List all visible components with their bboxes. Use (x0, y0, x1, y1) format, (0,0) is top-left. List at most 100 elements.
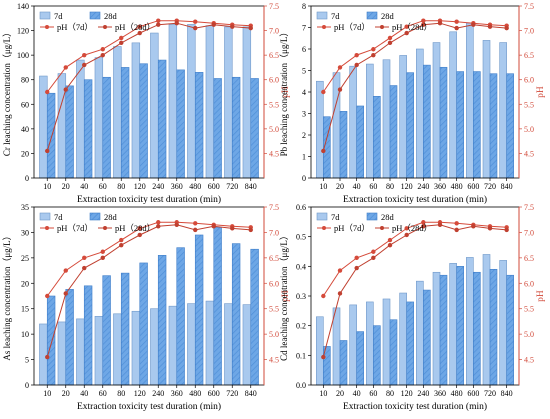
x-tick-label: 120 (401, 182, 413, 191)
y2-tick-label: 6.0 (269, 279, 279, 288)
ph-28d-point (354, 265, 359, 271)
x-tick-label: 840 (245, 182, 257, 191)
y-tick-label: 30 (21, 228, 29, 237)
y2-axis-label: pH (281, 86, 291, 98)
y-tick-label: 5 (25, 356, 29, 365)
x-tick-label: 480 (189, 182, 201, 191)
bar-28d (473, 71, 481, 179)
x-tick-label: 480 (451, 389, 463, 398)
ph-7d-point (354, 52, 359, 58)
bar-28d (506, 73, 514, 179)
y2-tick-label: 7.5 (269, 2, 279, 11)
legend-label-7d: 7d (54, 212, 63, 222)
bar-28d (102, 76, 111, 179)
bar-28d (250, 248, 259, 386)
bar-28d (423, 64, 431, 179)
bar-28d (456, 266, 464, 386)
y-tick-label: 8 (302, 2, 306, 11)
x-axis-label: Extraction toxicity test duration (min) (77, 194, 221, 205)
x-axis-label: Extraction toxicity test duration (min) (77, 401, 221, 412)
x-tick-label: 600 (208, 182, 220, 191)
ph-7d-point (119, 237, 124, 243)
y2-axis-label: pH (281, 290, 291, 302)
y-tick-label: 0.4 (296, 262, 306, 271)
ph-28d-point (211, 22, 216, 27)
bar-7d (499, 42, 507, 179)
ph-7d-line (46, 20, 251, 93)
ph-28d-point (421, 22, 426, 27)
x-tick-label: 120 (134, 389, 146, 398)
ph-28d-point (454, 25, 459, 31)
chart-panel-cr: 0 20 40 60 80 100 120 140 4.5 5.0 5.5 6.0 6.5 7.0 7.5 1… (2, 2, 291, 205)
ph-28d-point (487, 24, 493, 29)
bar-28d (389, 319, 398, 386)
bar-7d (113, 46, 122, 179)
legend-label-ph7: pH（7d） (334, 22, 370, 32)
legend-swatch-28d (89, 212, 101, 221)
bar-7d (242, 304, 252, 386)
bar-7d (416, 48, 424, 179)
ph-28d-point (156, 224, 161, 229)
bar-28d (65, 289, 74, 386)
ph-7d-point (156, 18, 161, 23)
ph-28d-point (230, 226, 235, 231)
y-tick-label: 0.5 (296, 233, 306, 242)
legend-marker-ph28 (380, 226, 384, 230)
bar-28d (83, 285, 93, 386)
ph-28d-line (46, 22, 251, 152)
y2-tick-label: 5.5 (269, 305, 279, 314)
legend-label-28d: 28d (381, 212, 395, 222)
ph-28d-point (63, 291, 68, 296)
legend-marker-ph7 (45, 226, 49, 230)
x-tick-label: 240 (152, 389, 164, 398)
ph-7d-point (193, 19, 198, 24)
y2-tick-label: 4.5 (524, 356, 534, 365)
legend-label-7d: 7d (331, 11, 340, 21)
bar-7d (432, 42, 441, 179)
ph-28d-point (321, 354, 326, 360)
bar-28d (489, 73, 498, 179)
bar-28d (46, 295, 56, 386)
x-tick-label: 20 (336, 389, 344, 398)
y-tick-label: 2 (302, 131, 306, 140)
bar-7d (399, 292, 407, 386)
bar-7d (449, 263, 457, 386)
ph-28d-point (100, 52, 105, 58)
y-tick-label: 60 (21, 100, 29, 109)
x-tick-label: 60 (369, 389, 377, 398)
bar-7d (482, 40, 491, 179)
y2-tick-label: 7.0 (524, 228, 534, 237)
ph-7d-point (100, 249, 105, 254)
ph-7d-point (156, 220, 161, 225)
legend-label-7d: 7d (331, 212, 340, 222)
ph-28d-line (322, 224, 507, 358)
ph-28d-point (174, 21, 179, 26)
ph-7d-point (82, 52, 87, 58)
ph-7d-line (322, 20, 507, 93)
bar-7d (187, 24, 196, 179)
y2-tick-label: 5.0 (269, 330, 279, 339)
ph-28d-line (46, 224, 251, 358)
y-tick-label: 0 (25, 381, 29, 390)
x-tick-label: 60 (369, 182, 377, 191)
ph-28d-point (82, 265, 87, 271)
ph-28d-point (387, 40, 393, 46)
ph-7d-point (63, 268, 68, 273)
x-tick-label: 720 (484, 182, 496, 191)
bar-28d (356, 331, 364, 386)
bar-7d (366, 301, 374, 386)
ph-28d-point (337, 291, 343, 296)
bar-7d (332, 307, 341, 386)
y-tick-label: 140 (17, 2, 29, 11)
chart-panel-pb: 0 1 2 3 4 5 6 7 8 4.5 5.0 5.5 6.0 6.5 7.0 7.5 10 20 40 60 80… (279, 2, 546, 205)
ph-7d-point (82, 255, 87, 261)
legend-label-28d: 28d (381, 11, 395, 21)
y-tick-label: 5 (302, 67, 306, 76)
legend: 7d 28d pH（7d） pH（28d） (39, 11, 155, 32)
ph-7d-point (100, 47, 105, 52)
bar-7d (224, 26, 233, 179)
y2-tick-label: 6.0 (524, 279, 534, 288)
x-tick-label: 10 (319, 389, 327, 398)
y2-tick-label: 7.0 (269, 228, 279, 237)
